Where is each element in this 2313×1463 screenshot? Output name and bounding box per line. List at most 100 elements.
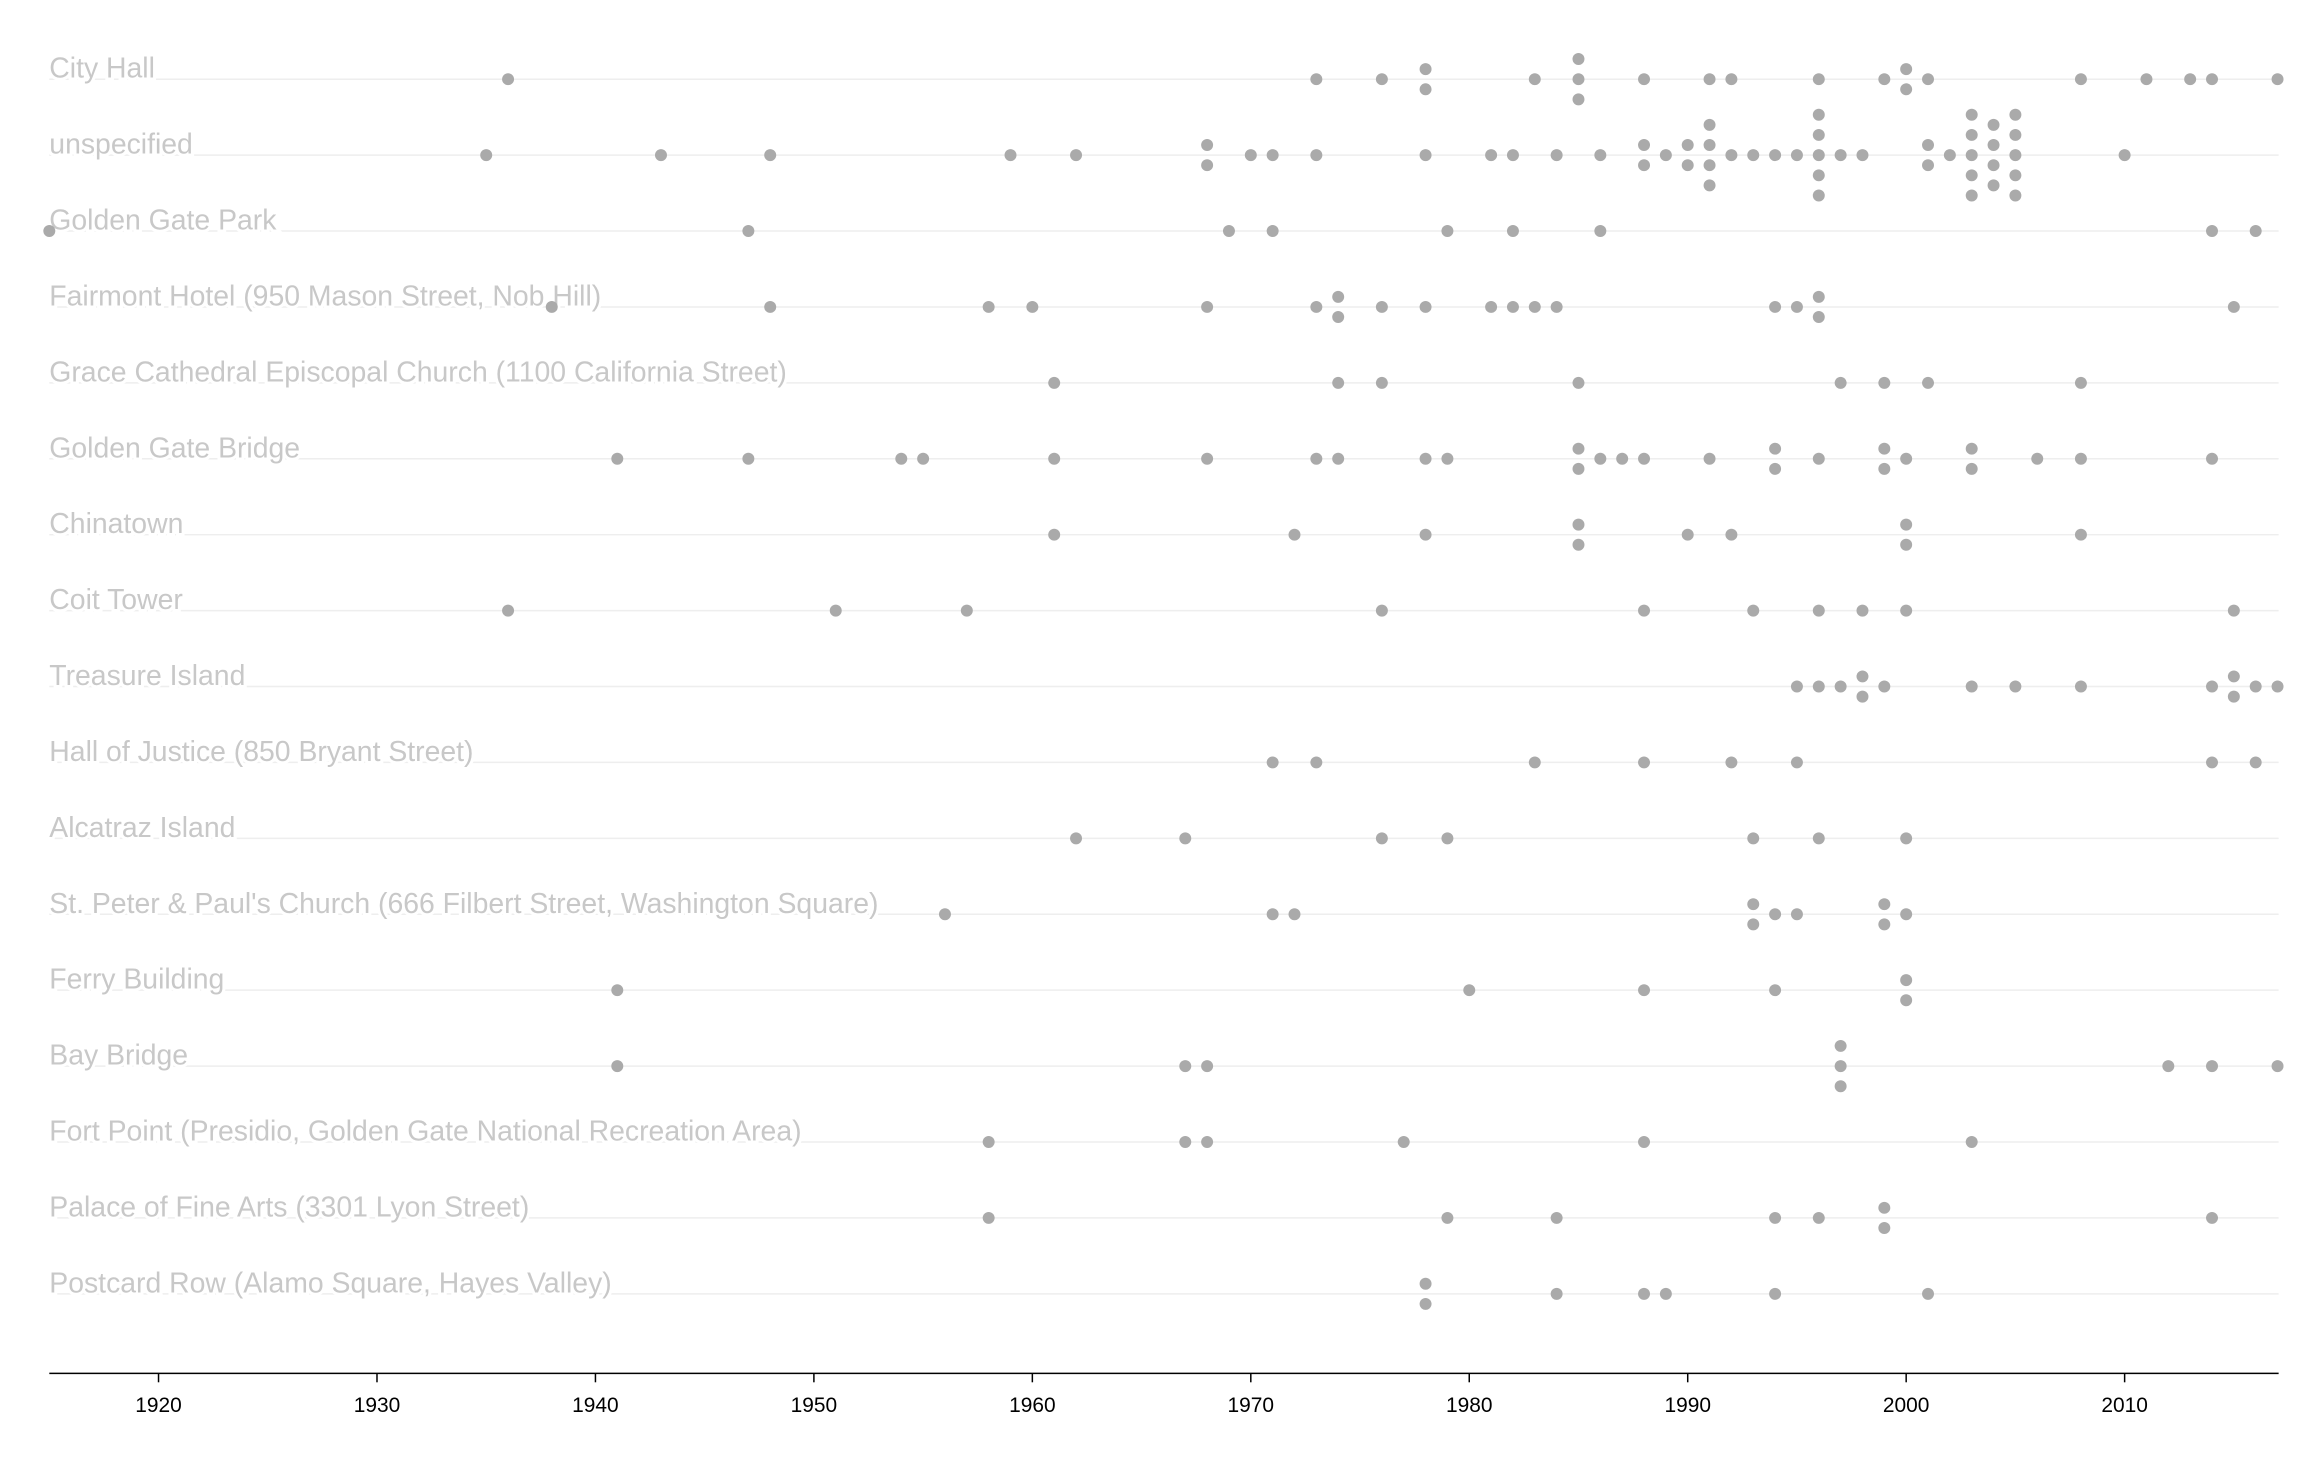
dot [1878, 1201, 1891, 1214]
dot [2009, 169, 2022, 182]
dot [1310, 452, 1323, 465]
dot [1812, 452, 1825, 465]
row-label: unspecified [49, 129, 193, 161]
dot [1878, 680, 1891, 693]
dot [1790, 756, 1803, 769]
row-label: Ferry Building [49, 964, 224, 996]
dot [1987, 179, 2000, 192]
dot [1659, 149, 1672, 162]
dot [1769, 462, 1782, 475]
dot [1638, 452, 1651, 465]
dot [1419, 63, 1432, 76]
dot [1266, 225, 1279, 238]
dot [1900, 604, 1913, 617]
dot [1769, 442, 1782, 455]
dot [2227, 670, 2240, 683]
dot [2206, 680, 2218, 693]
dot [1769, 300, 1782, 313]
dot [1638, 1136, 1651, 1148]
dot [960, 604, 973, 617]
dot [1441, 832, 1454, 845]
dot [2009, 680, 2022, 693]
dot [1070, 832, 1083, 845]
dot [764, 149, 777, 162]
dot [1703, 179, 1716, 192]
dot [1878, 376, 1891, 389]
dot [1834, 149, 1847, 162]
dot [1725, 756, 1738, 769]
dot [1965, 189, 1978, 202]
dot [1638, 604, 1651, 617]
dot [1266, 908, 1279, 921]
dot [1965, 442, 1978, 455]
dot [764, 300, 777, 313]
dot [1572, 442, 1585, 455]
dot [1965, 169, 1978, 182]
dot [1812, 108, 1825, 121]
row-label: Grace Cathedral Episcopal Church (1100 C… [49, 356, 787, 388]
dot [1703, 73, 1716, 86]
row-label: City Hall [49, 53, 155, 85]
row-label: Golden Gate Park [49, 205, 277, 237]
dot [1332, 452, 1345, 465]
row-label: Golden Gate Bridge [49, 432, 300, 464]
dot [1965, 128, 1978, 141]
dot [1965, 462, 1978, 475]
dot [502, 73, 515, 86]
row-label: Palace of Fine Arts (3301 Lyon Street) [49, 1191, 529, 1223]
row-label: St. Peter & Paul's Church (666 Filbert S… [49, 888, 878, 920]
dot [2271, 680, 2284, 693]
dot [2206, 73, 2218, 86]
dot [1375, 604, 1388, 617]
dot [1528, 73, 1541, 86]
dot [2031, 452, 2044, 465]
dot [1310, 756, 1323, 769]
dot [1572, 462, 1585, 475]
dot [2227, 604, 2240, 617]
dot [611, 452, 624, 465]
dot [1769, 1211, 1782, 1224]
dot [1419, 1277, 1432, 1290]
dot [1987, 118, 2000, 131]
dot [1288, 908, 1301, 921]
dot [1703, 159, 1716, 172]
dot [1878, 918, 1891, 931]
dot [1638, 159, 1651, 172]
dot [1878, 462, 1891, 475]
dot [742, 452, 755, 465]
dot [1506, 225, 1519, 238]
dot [1922, 159, 1934, 172]
dot [1703, 118, 1716, 131]
dot [1441, 452, 1454, 465]
dot [1878, 898, 1891, 911]
dot [2249, 756, 2262, 769]
dot [1638, 1287, 1651, 1300]
x-axis: 1920 1930 1940 1950 1960 1970 1980 1990 2000 2010 [49, 1372, 2279, 1417]
dot [742, 225, 755, 238]
dot [1419, 300, 1432, 313]
dot [1812, 73, 1825, 86]
dot [1310, 300, 1323, 313]
dot [545, 300, 558, 313]
dot [1856, 670, 1869, 683]
dot [1856, 690, 1869, 703]
dot [1506, 149, 1519, 162]
dot [1769, 149, 1782, 162]
dot [1419, 83, 1432, 96]
dot [1965, 108, 1978, 121]
dot [1201, 139, 1214, 152]
dot [1790, 300, 1803, 313]
dot [2074, 452, 2087, 465]
dot [2271, 1060, 2284, 1073]
dot [1070, 149, 1083, 162]
dot [1572, 376, 1585, 389]
dot [2140, 73, 2153, 86]
dot [2206, 452, 2218, 465]
dot [1375, 300, 1388, 313]
dot [1878, 1222, 1891, 1234]
dot [1812, 290, 1825, 303]
dot [2249, 225, 2262, 238]
dot [1834, 1039, 1847, 1052]
dot [895, 452, 908, 465]
